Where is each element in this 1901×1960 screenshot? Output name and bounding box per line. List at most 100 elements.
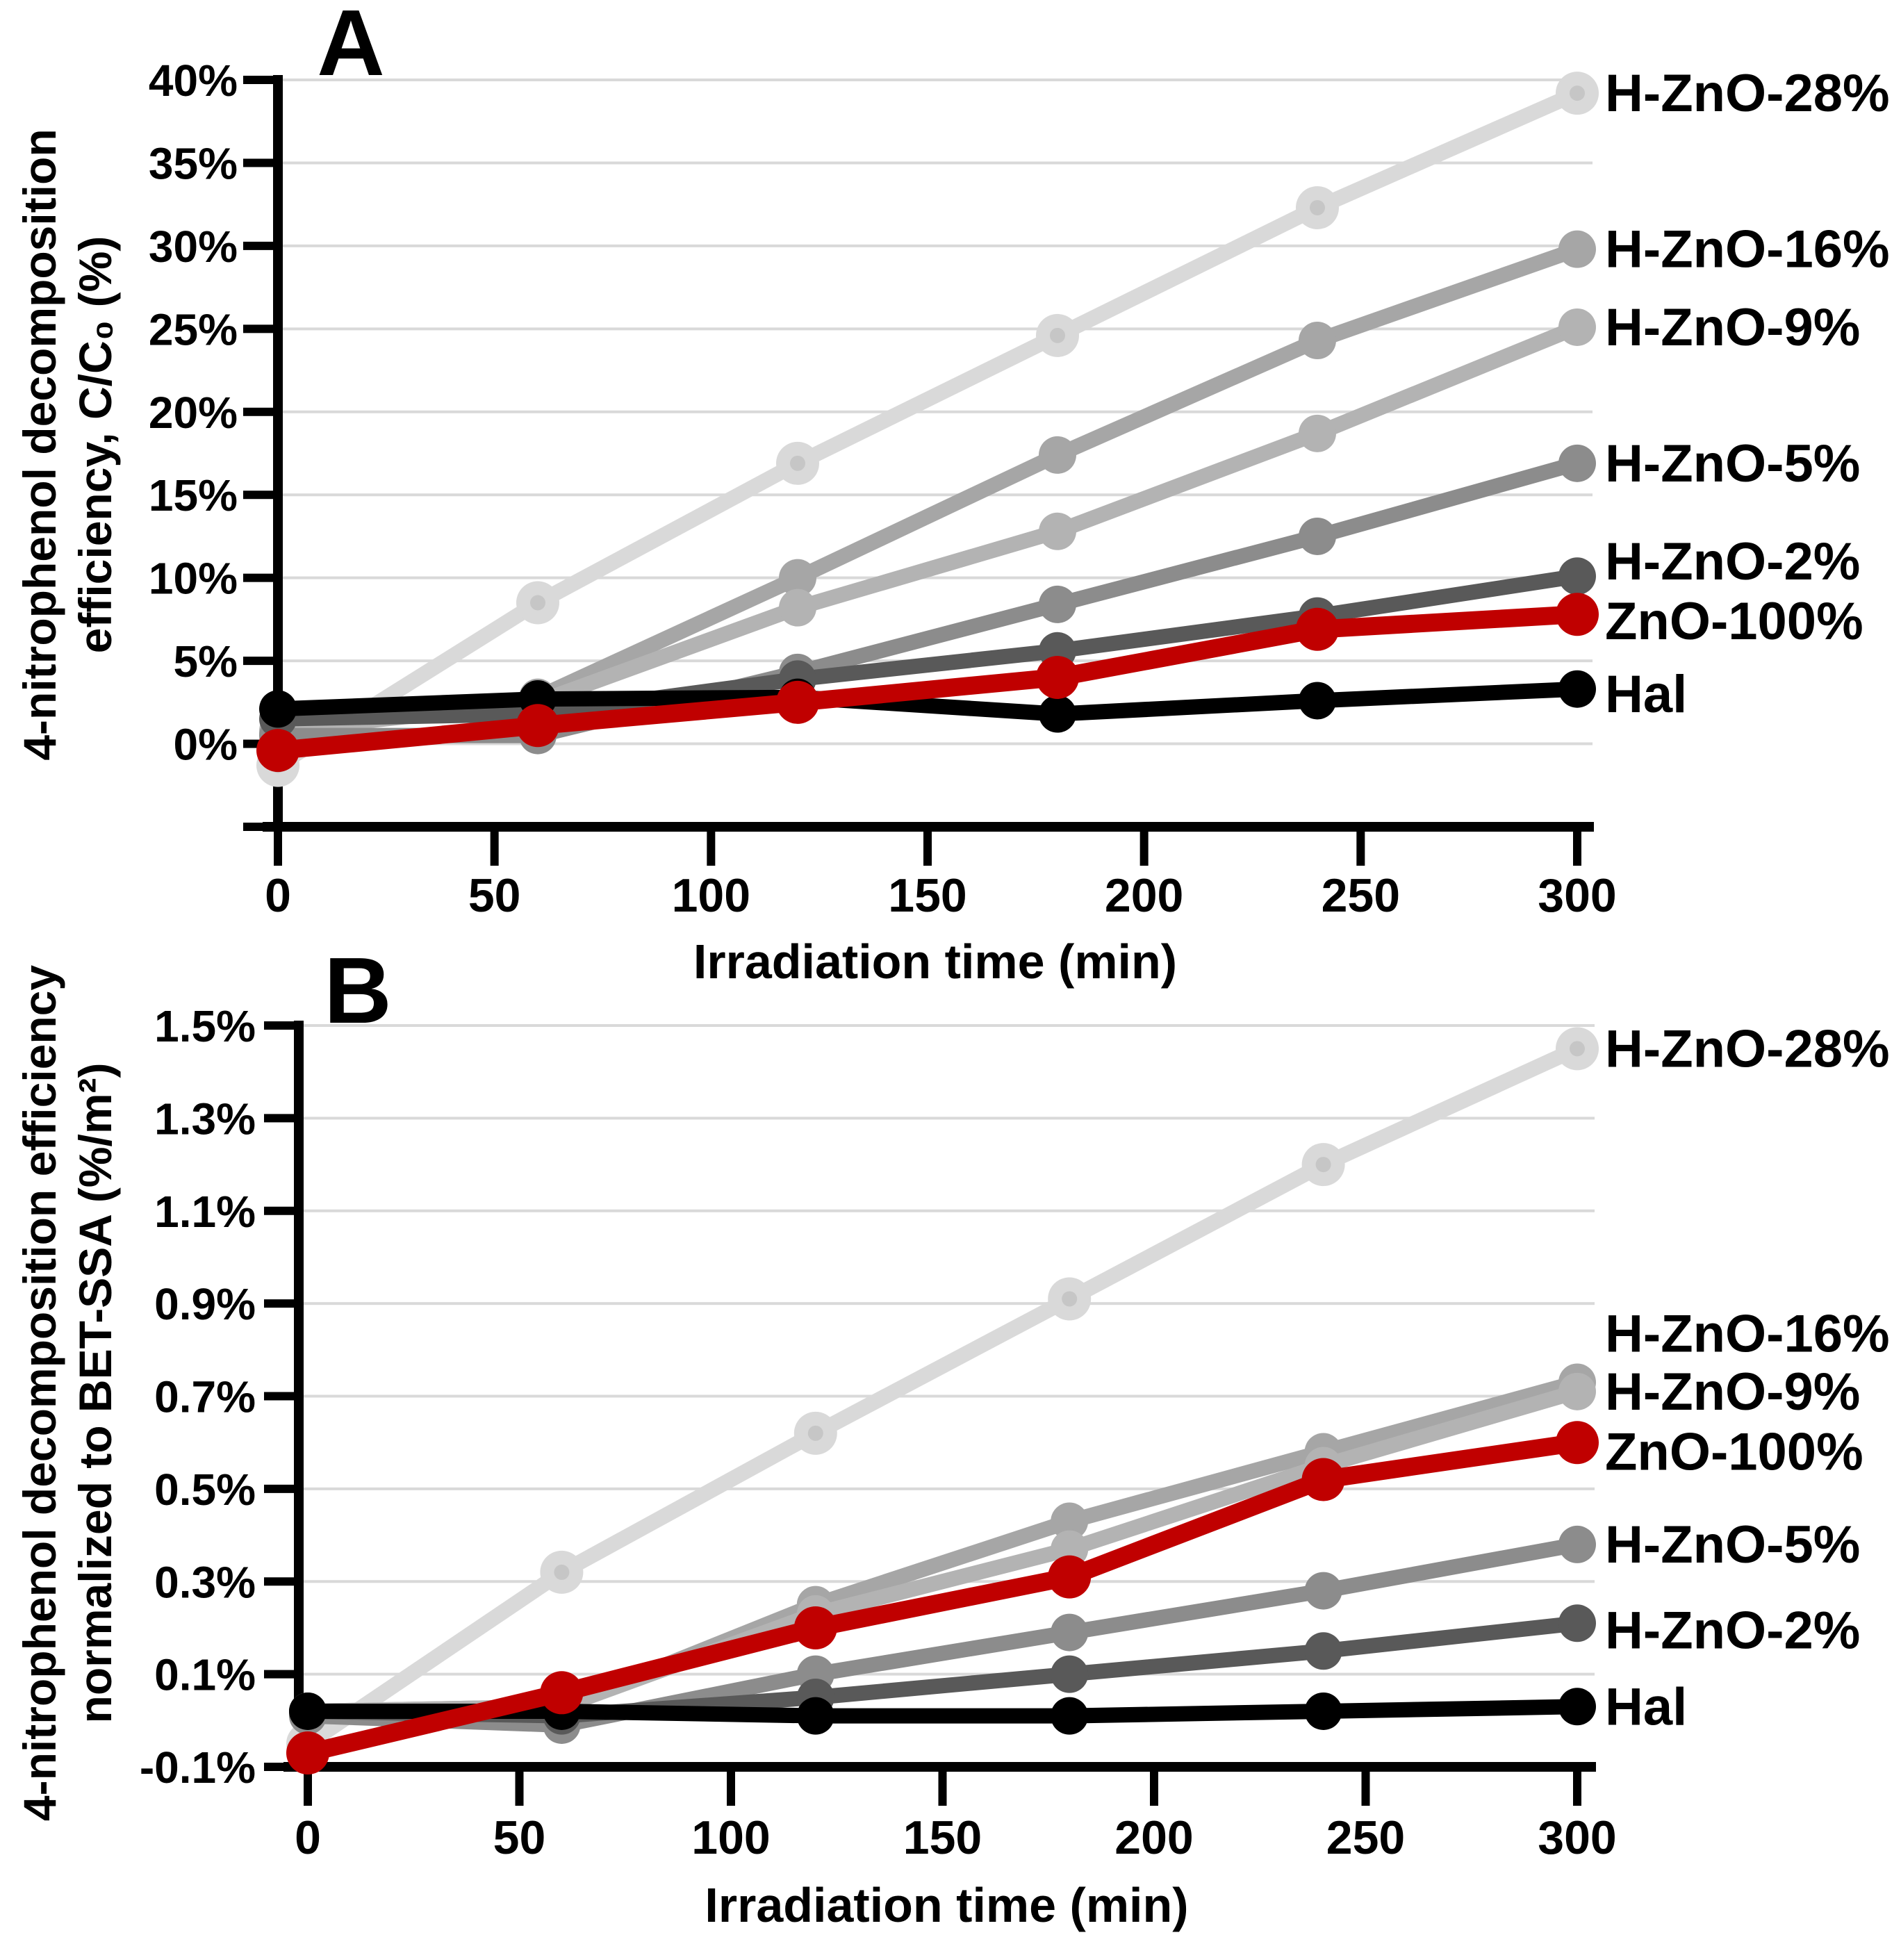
series-line [300,1536,1585,1733]
x-tick [1139,827,1149,866]
y-tick [264,1299,299,1308]
data-point [1051,1697,1089,1735]
x-tick [515,1767,524,1806]
y-tick-label: 0.3% [154,1557,256,1607]
data-point [1556,1421,1599,1465]
data-point-center [1315,1157,1331,1173]
series-label: ZnO-100% [1605,592,1863,651]
data-point [1558,1525,1596,1563]
x-tick-label: 50 [493,1811,546,1864]
y-tick-label: -0.1% [140,1743,256,1793]
x-tick [727,1767,735,1806]
x-tick-label: 300 [1538,869,1616,922]
x-tick [1361,1767,1370,1806]
data-point [1301,1458,1345,1501]
series-label: H-ZnO-28% [1605,1019,1890,1078]
y-tick [243,491,278,500]
series-line [300,1383,1585,1719]
x-tick-label: 0 [295,1811,321,1864]
y-tick [243,573,278,582]
series-zno-100- [256,593,1599,773]
y-tick [243,407,278,416]
y-tick [264,1021,299,1030]
x-tick [707,827,716,866]
data-point-center [530,595,545,611]
series-line [269,605,1586,760]
data-point [776,680,819,724]
data-point [516,704,559,748]
series-hal [259,670,1596,733]
data-point [1304,1632,1342,1670]
x-tick-label: 150 [903,1811,982,1864]
y-tick-label: 0.9% [154,1279,256,1329]
y-tick [243,823,278,831]
y-tick [264,1577,299,1586]
panel-a: 0% 5% 10% 15% 20% 25% 30% 35% 40% 0 50 100 150 200 250… [14,0,1890,989]
y-tick-label: 25% [149,304,238,354]
series-label: H-ZnO-9% [1605,298,1860,357]
series-line [270,568,1585,727]
data-point [1304,1692,1342,1730]
data-point-center [554,1564,570,1580]
y-tick-label: 0.1% [154,1650,256,1700]
data-point [1304,1572,1342,1610]
y-tick [264,1392,299,1401]
y-tick-label: 5% [174,636,238,686]
series-h-zno-16- [259,230,1596,751]
series-label: H-ZnO-9% [1605,1362,1860,1422]
x-tick [1356,827,1365,866]
y-tick [264,1670,299,1679]
x-tick-label: 150 [888,869,966,922]
data-point [779,559,816,597]
y-axis-title-line: 4-nitrophenol decomposition efficiency [14,965,65,1821]
data-point [1039,695,1076,733]
series-label: H-ZnO-5% [1605,434,1860,493]
panel-b: -0.1% 0.1% 0.3% 0.5% 0.7% 0.9% 1.1% 1.3% 1.5% 0 50… [14,938,1890,1932]
series-label: H-ZnO-2% [1605,532,1860,591]
data-point [1051,1502,1089,1540]
x-tick [304,1767,312,1806]
x-tick-label: 50 [468,869,521,922]
x-tick [274,827,282,866]
data-point [1299,322,1336,360]
data-point [1558,308,1596,346]
data-point [259,690,297,728]
x-tick [923,827,932,866]
data-point-center [1570,85,1585,101]
y-axis-title-line: normalized to BET-SSA (%/m²) [69,1063,121,1724]
data-point [1558,444,1596,482]
data-point [1296,607,1339,651]
x-tick-label: 250 [1322,869,1400,922]
y-tick [243,324,278,333]
data-point-center [1310,199,1325,215]
y-tick-label: 1.1% [154,1187,256,1237]
series-label: Hal [1605,1677,1687,1736]
data-point [796,1697,834,1735]
x-tick-label: 250 [1326,1811,1405,1864]
y-tick [243,657,278,666]
x-tick-label: 300 [1538,1811,1616,1864]
y-tick [243,76,278,84]
y-axis-title-line: 4-nitrophenol decomposition [14,129,65,760]
y-axis-title-line: efficiency, C/C₀ (%) [69,236,121,654]
data-point [1558,557,1596,595]
panel-letter: B [324,938,392,1043]
y-tick-label: 35% [149,138,238,188]
series-h-zno-28- [256,72,1599,787]
y-tick-label: 30% [149,222,238,272]
y-tick [264,1114,299,1123]
data-point-center [1050,327,1065,343]
data-point [793,1606,837,1649]
data-point [1558,670,1596,708]
y-tick-label: 0% [174,720,238,770]
y-tick-label: 0.7% [154,1372,256,1422]
data-point-center [807,1425,823,1441]
data-point [1556,593,1599,636]
series-line [300,1374,1585,1719]
x-tick [1573,827,1581,866]
y-tick [243,241,278,250]
x-axis-title: Irradiation time (min) [693,934,1177,989]
y-tick-label: 40% [149,56,238,106]
